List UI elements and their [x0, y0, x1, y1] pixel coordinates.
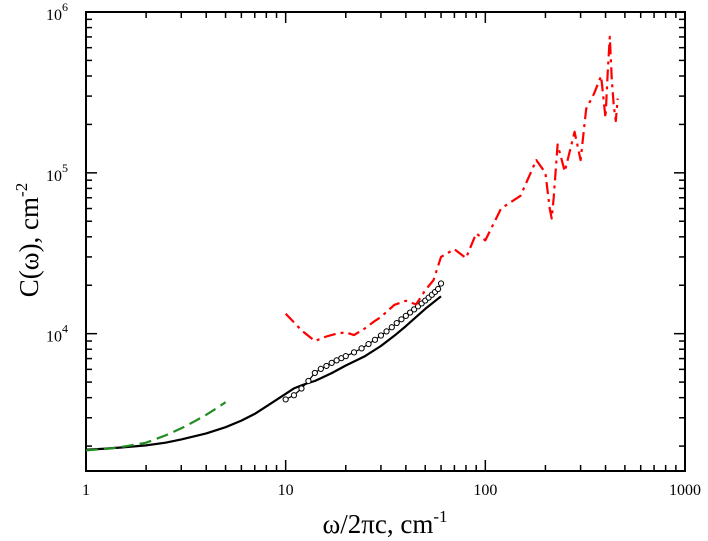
x-tick-label: 1 — [82, 482, 90, 499]
y-tick-label: 105 — [46, 161, 68, 185]
data-point-marker — [323, 362, 330, 370]
plot-area — [85, 11, 686, 472]
data-point-marker — [388, 324, 395, 331]
data-point-marker — [328, 359, 335, 367]
data-point-marker — [342, 353, 349, 360]
x-axis: 1 10 100 1000 — [82, 12, 701, 499]
series-line-solid-black — [85, 295, 442, 451]
data-point-marker — [358, 345, 365, 352]
y-axis: 104 105 106 — [46, 0, 685, 447]
series-line-dashdot-red — [284, 35, 619, 343]
x-tick-label: 10 — [278, 482, 294, 499]
data-point-marker — [383, 328, 390, 335]
data-point-marker — [365, 340, 372, 348]
data-point-marker — [398, 316, 405, 323]
data-point-marker — [371, 336, 379, 343]
plot-frame — [85, 11, 686, 472]
data-point-marker — [311, 369, 318, 377]
x-axis-label: ω/2πc, cm-1 — [322, 507, 447, 539]
data-point-marker — [402, 312, 409, 319]
data-point-marker — [305, 377, 312, 385]
data-point-marker — [282, 396, 289, 403]
data-point-marker — [350, 349, 358, 356]
data-point-marker — [377, 332, 385, 339]
y-axis-label: C(ω), cm-2 — [12, 183, 44, 297]
x-tick-label: 1000 — [669, 482, 701, 499]
series-line-dashed-green — [85, 401, 227, 452]
data-point-marker — [298, 385, 305, 392]
y-tick-label: 106 — [46, 0, 68, 24]
data-point-marker — [290, 392, 298, 399]
y-tick-label: 104 — [46, 322, 68, 346]
data-point-marker — [317, 365, 324, 372]
data-point-marker — [434, 285, 442, 293]
x-tick-label: 100 — [473, 482, 497, 499]
data-point-marker — [437, 280, 445, 287]
data-point-marker — [407, 309, 414, 316]
series-layer — [85, 35, 619, 452]
data-point-marker — [393, 319, 400, 327]
